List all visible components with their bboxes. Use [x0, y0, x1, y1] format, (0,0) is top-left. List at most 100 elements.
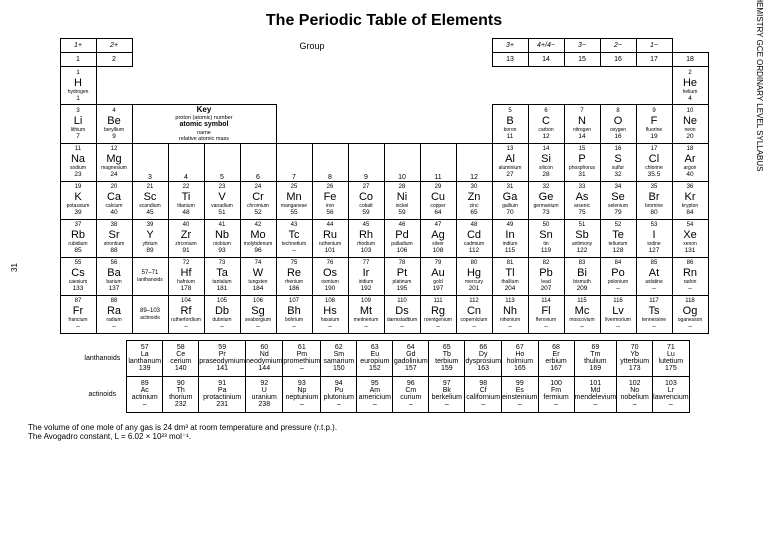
element-C: 6Ccarbon12 — [528, 105, 564, 144]
element-Ds: 110Dsdarmstadtium– — [384, 295, 420, 333]
element-K: 19Kpotassium39 — [60, 181, 96, 219]
group-8: 8 — [312, 143, 348, 181]
element-Bk: 97Bkberkelium– — [429, 376, 465, 412]
ion-16: 2− — [600, 39, 636, 53]
element-F: 9Ffluorine19 — [636, 105, 672, 144]
element-Lu: 71Lulutetium175 — [653, 340, 689, 376]
element-Cn: 112Cncopernicium– — [456, 295, 492, 333]
ion-14: 4+/4− — [528, 39, 564, 53]
element-La: 57Lalanthanum139 — [127, 340, 163, 376]
element-Na: 11Nasodium23 — [60, 143, 96, 181]
element-Ru: 44Ruruthenium101 — [312, 219, 348, 257]
ion-17: 1− — [636, 39, 672, 53]
element-Mt: 109Mtmeitnerium– — [348, 295, 384, 333]
element-Cs: 55Cscaesium133 — [60, 257, 96, 295]
footnotes: The volume of one mole of any gas is 24 … — [28, 423, 760, 441]
group-9: 9 — [348, 143, 384, 181]
element-Rf: 104Rfrutherfordium– — [168, 295, 204, 333]
group-11: 11 — [420, 143, 456, 181]
ion-1: 1+ — [60, 39, 96, 53]
element-Lv: 116Lvlivermorium– — [600, 295, 636, 333]
element-No: 102Nonobelium– — [617, 376, 653, 412]
element-Pm: 61Pmpromethium– — [283, 340, 321, 376]
element-Te: 52Tetellurium128 — [600, 219, 636, 257]
element-Sr: 38Srstrontium88 — [96, 219, 132, 257]
element-Al: 13Alaluminium27 — [492, 143, 528, 181]
group-12: 12 — [456, 143, 492, 181]
element-In: 49Inindium115 — [492, 219, 528, 257]
element-Re: 75Rerhenium186 — [276, 257, 312, 295]
group-1: 1 — [60, 53, 96, 67]
element-Pb: 82Pblead207 — [528, 257, 564, 295]
group-14: 14 — [528, 53, 564, 67]
group-2: 2 — [96, 53, 132, 67]
element-Er: 68Ererbium167 — [538, 340, 574, 376]
element-Co: 27Cocobalt59 — [348, 181, 384, 219]
group-label: Group — [132, 39, 492, 53]
element-Zn: 30Znzinc65 — [456, 181, 492, 219]
element-Nb: 41Nbniobium93 — [204, 219, 240, 257]
group-16: 16 — [600, 53, 636, 67]
element-Yb: 70Ybytterbium173 — [617, 340, 653, 376]
element-Cu: 29Cucopper64 — [420, 181, 456, 219]
element-Rb: 37Rbrubidium85 — [60, 219, 96, 257]
group-6: 6 — [240, 143, 276, 181]
element-Ge: 32Gegermanium73 — [528, 181, 564, 219]
element-Ag: 47Agsilver108 — [420, 219, 456, 257]
element-Pu: 94Puplutonium– — [321, 376, 357, 412]
actinoids-label: actinoids — [78, 376, 126, 412]
group-5: 5 — [204, 143, 240, 181]
element-At: 85Atastatine– — [636, 257, 672, 295]
element-Xe: 54Xexenon131 — [672, 219, 708, 257]
element-Fm: 100Fmfermium– — [538, 376, 574, 412]
page-number: 31 — [10, 263, 19, 272]
element-Ni: 28Ninickel59 — [384, 181, 420, 219]
ion-13: 3+ — [492, 39, 528, 53]
element-Hf: 72Hfhafnium178 — [168, 257, 204, 295]
element-O: 8Ooxygen16 — [600, 105, 636, 144]
periodic-table: 1+ 2+ Group 3+ 4+/4− 3− 2− 1− 1 2 13 14 … — [60, 38, 709, 334]
element-Mc: 115Mcmoscovium– — [564, 295, 600, 333]
element-Sn: 50Sntin119 — [528, 219, 564, 257]
element-Am: 95Amamericium– — [357, 376, 393, 412]
element-Md: 101Mdmendelevium– — [574, 376, 617, 412]
element-Dy: 66Dydysprosium163 — [465, 340, 502, 376]
note-molar-volume: The volume of one mole of any gas is 24 … — [28, 423, 760, 432]
element-As: 33Asarsenic75 — [564, 181, 600, 219]
element-Rg: 111Rgroentgenium– — [420, 295, 456, 333]
note-avogadro: The Avogadro constant, L = 6.02 × 10²³ m… — [28, 432, 760, 441]
element-Sm: 62Smsamarium150 — [321, 340, 357, 376]
element-Li: 3Lilithium7 — [60, 105, 96, 144]
element-U: 92Uuranium238 — [246, 376, 283, 412]
element-Sg: 106Sgseaborgium– — [240, 295, 276, 333]
element-N: 7Nnitrogen14 — [564, 105, 600, 144]
lanthanoids-label: lanthanoids — [78, 340, 126, 376]
element-Ts: 117Tstennessine– — [636, 295, 672, 333]
element-Hg: 80Hgmercury201 — [456, 257, 492, 295]
element-Mo: 42Momolybdenum96 — [240, 219, 276, 257]
element-Db: 105Dbdubnium– — [204, 295, 240, 333]
element-Eu: 63Eueuropium152 — [357, 340, 393, 376]
element-Bh: 107Bhbohrium– — [276, 295, 312, 333]
element-Br: 35Brbromine80 — [636, 181, 672, 219]
element-Tl: 81Tlthallium204 — [492, 257, 528, 295]
element-B: 5Bboron11 — [492, 105, 528, 144]
group-4: 4 — [168, 143, 204, 181]
element-Pa: 91Paprotactinium231 — [199, 376, 246, 412]
group-15: 15 — [564, 53, 600, 67]
element-Nd: 60Ndneodymium144 — [246, 340, 283, 376]
element-H: 1Hhydrogen1 — [60, 67, 96, 105]
element-Ga: 31Gagallium70 — [492, 181, 528, 219]
element-Ir: 77Iriridium192 — [348, 257, 384, 295]
element-I: 53Iiodine127 — [636, 219, 672, 257]
element-Hs: 108Hshassium– — [312, 295, 348, 333]
element-Zr: 40Zrzirconium91 — [168, 219, 204, 257]
element-He: 2Hehelium4 — [672, 67, 708, 105]
page-title: The Periodic Table of Elements — [8, 12, 760, 30]
element-Os: 76Ososmium190 — [312, 257, 348, 295]
element-Th: 90Ththorium232 — [163, 376, 199, 412]
element-Ac: 89Acactinium– — [127, 376, 163, 412]
element-Ra: 88Raradium– — [96, 295, 132, 333]
element-Bi: 83Bibismuth209 — [564, 257, 600, 295]
element-Og: 118Ogoganesson– — [672, 295, 708, 333]
